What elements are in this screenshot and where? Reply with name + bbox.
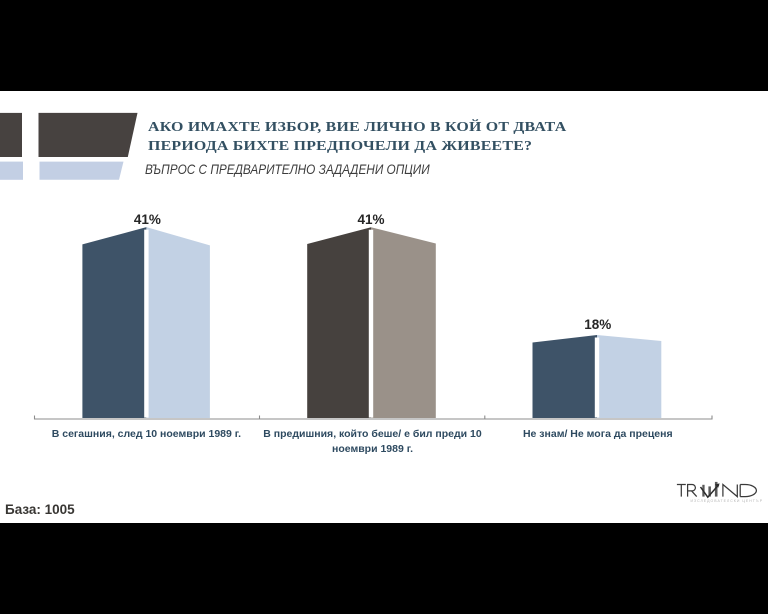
svg-text:ИЗСЛЕДОВАТЕЛСКИ ЦЕНТЪР: ИЗСЛЕДОВАТЕЛСКИ ЦЕНТЪР — [691, 499, 764, 503]
